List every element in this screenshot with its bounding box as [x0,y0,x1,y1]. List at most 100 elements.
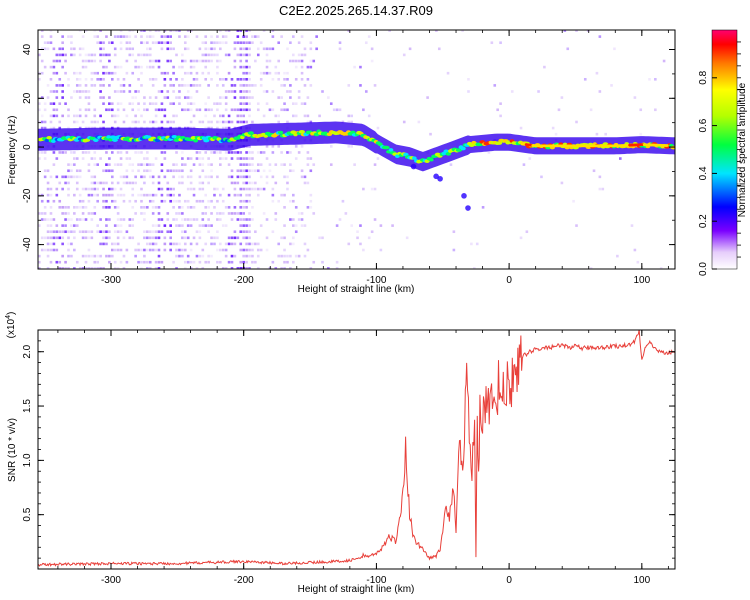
noise-cell [70,230,73,234]
noise-cell [102,77,105,81]
noise-cell [207,47,210,51]
noise-cell [306,120,310,124]
noise-cell [154,41,158,45]
noise-cell [265,248,269,252]
noise-cell [216,218,219,221]
noise-cell [201,224,205,227]
noise-cell [245,47,248,51]
noise-cell [286,90,289,93]
noise-cell [245,96,248,99]
noise-cell [204,102,208,105]
noise-cell [73,53,76,57]
noise-cell [268,47,272,51]
noise-cell [58,102,62,105]
noise-cell [143,206,146,209]
noise-cell [283,77,286,81]
noise-cell [189,59,193,63]
noise-cell [216,59,219,63]
noise-cell [175,169,178,173]
spectrogram-background-noise [38,30,675,269]
noise-cell [78,169,82,173]
noise-cell [221,199,225,203]
noise-cell [186,218,190,221]
noise-cell [245,102,248,105]
noise-cell [274,163,278,166]
noise-cell [198,260,202,264]
noise-cell [163,77,167,81]
noise-cell [61,224,64,227]
noise-cell [198,236,202,240]
noise-cell [239,157,243,160]
noise-cell [242,96,245,99]
noise-cell [370,230,374,234]
noise-cell [131,163,135,166]
noise-cell [93,53,97,57]
noise-cell [43,65,47,69]
noise-cell [332,108,336,112]
noise-cell [312,212,316,215]
noise-cell [256,248,260,252]
noise-cell [219,218,222,221]
noise-cell [93,254,97,258]
noise-cell [52,114,56,118]
colorbar-tick-label: 0.2 [698,214,709,228]
noise-cell [230,236,234,240]
noise-cell [195,199,199,203]
noise-cell [309,59,313,63]
noise-cell [67,230,70,234]
noise-cell [356,236,359,240]
noise-cell [128,157,132,160]
noise-cell [108,206,111,209]
noise-cell [70,175,73,179]
noise-cell [283,248,286,252]
noise-cell [146,108,149,112]
noise-cell [289,242,292,246]
noise-cell [119,260,123,264]
noise-cell [230,77,234,81]
noise-cell [289,90,292,93]
noise-cell [245,151,248,154]
noise-cell [289,84,292,87]
noise-cell [283,260,286,264]
noise-cell [271,77,275,81]
noise-cell [99,254,102,258]
x-tick-label: 0 [506,575,512,586]
noise-cell [148,236,152,240]
noise-cell [183,108,187,112]
noise-cell [245,199,248,203]
noise-cell [169,59,172,63]
noise-cell [178,30,181,32]
noise-cell [157,41,161,45]
noise-cell [43,248,47,252]
noise-cell [67,181,70,185]
noise-cell [633,248,637,252]
noise-cell [219,59,222,63]
noise-cell [87,96,91,99]
noise-cell [172,242,175,246]
noise-cell [67,254,70,258]
noise-cell [551,126,555,130]
noise-cell [175,212,178,215]
noise-cell [183,260,187,264]
snr-y-axis-label: SNR (10 * v/v) [7,418,18,482]
noise-cell [43,126,47,130]
noise-cell [224,206,228,209]
noise-cell [137,53,140,57]
noise-cell [49,175,53,179]
noise-cell [210,175,213,179]
noise-cell [81,65,85,69]
noise-cell [216,260,219,264]
noise-cell [169,102,172,105]
noise-cell [216,212,219,215]
noise-cell [125,35,129,38]
noise-cell [216,108,219,112]
noise-cell [181,157,184,160]
noise-cell [256,108,260,112]
noise-cell [242,248,245,252]
noise-cell [248,175,251,179]
noise-cell [227,193,231,197]
noise-cell [148,242,152,246]
noise-cell [347,145,351,148]
noise-cell [116,90,120,93]
noise-cell [335,267,339,269]
